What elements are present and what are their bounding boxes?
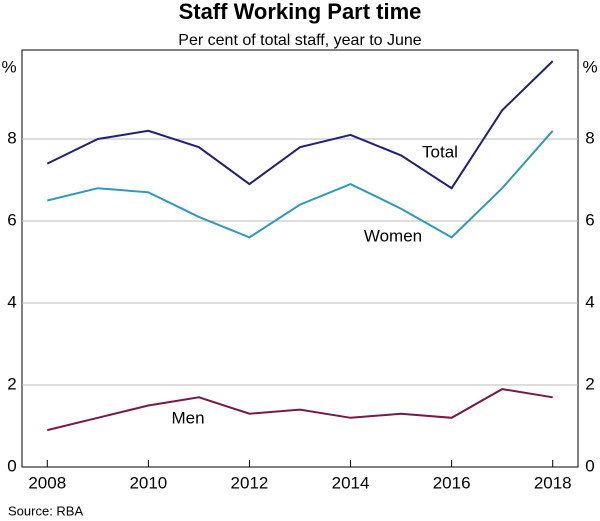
y-tick-label: 8 [7, 128, 16, 147]
series-label: Women [364, 226, 422, 245]
x-tick-label: 2016 [433, 473, 471, 492]
x-tick-label: 2012 [231, 473, 269, 492]
y-tick-label: 0 [7, 456, 16, 475]
x-tick-label: 2010 [129, 473, 167, 492]
source-note: Source: RBA [8, 503, 83, 518]
y-unit-right: % [582, 57, 597, 76]
series-line [47, 388, 553, 432]
x-tick-label: 2018 [534, 473, 572, 492]
y-tick-label-right: 2 [585, 374, 594, 393]
y-tick-label-right: 4 [585, 292, 594, 311]
y-tick-label-right: 6 [585, 210, 594, 229]
y-tick-label-right: 0 [585, 456, 594, 475]
y-unit-left: % [1, 57, 16, 76]
y-tick-label: 6 [7, 210, 16, 229]
series-label: Men [171, 408, 204, 427]
chart-subtitle: Per cent of total staff, year to June [178, 32, 422, 49]
y-tick-label: 4 [7, 292, 16, 311]
series-line [46, 60, 554, 190]
plot-frame [21, 49, 579, 468]
x-tick-label: 2008 [28, 473, 66, 492]
x-tick-label: 2014 [332, 473, 370, 492]
y-tick-label-right: 8 [585, 128, 594, 147]
chart-title: Staff Working Part time [179, 0, 422, 24]
y-tick-label: 2 [7, 374, 16, 393]
series-label: Total [422, 142, 458, 161]
series-line [47, 130, 554, 239]
